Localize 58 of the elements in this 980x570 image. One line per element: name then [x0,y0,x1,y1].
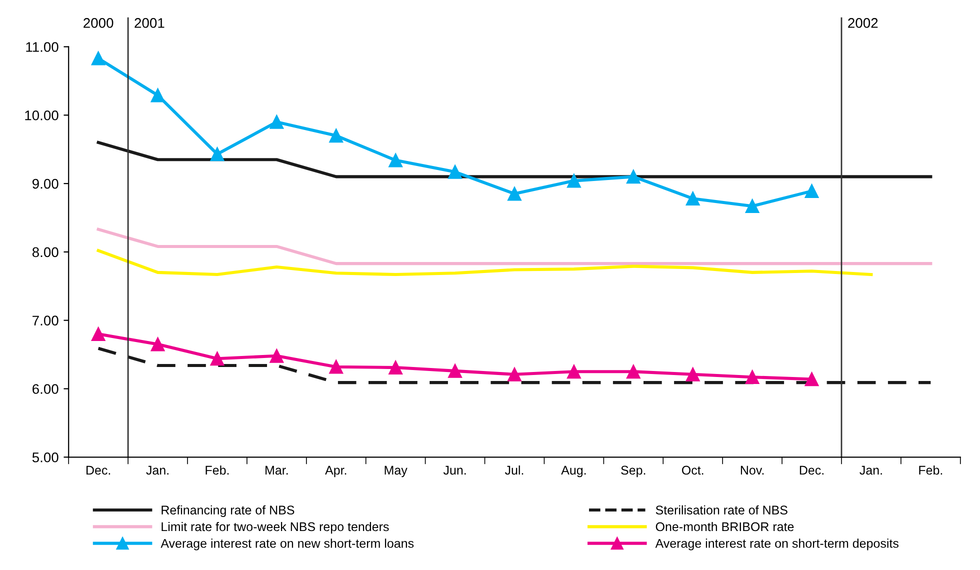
y-tick-label: 9.00 [32,178,58,189]
point [804,184,819,198]
x-tick-label: Feb. [206,465,229,475]
point [448,164,462,179]
point [270,348,284,363]
x-tick-label: Jun. [443,466,466,475]
x-tick-label: Aug. [561,466,586,478]
x-tick-label: Jan. [860,466,882,475]
point [150,337,165,352]
x-tick-label: Nov. [740,466,764,475]
legend-label: Limit rate for two-week NBS repo tenders [162,522,389,534]
x-tick-label: Mar. [266,466,288,475]
point [567,364,581,379]
text: 2000 [84,18,114,28]
x-tick-label: Dec. [86,466,110,475]
point [745,370,760,384]
point [508,186,522,201]
point [745,199,760,214]
point [210,147,224,162]
point [388,153,403,168]
x-tick-label: May [384,466,408,478]
point [388,360,403,374]
y-tick-label: 10.00 [25,110,58,120]
text: 2001 [134,18,164,28]
point [448,364,462,378]
x-tick-label: Dec. [800,466,824,475]
legend-label: Average interest rate on new short-term loans [160,538,414,550]
point [567,174,581,188]
point [626,364,640,379]
point [804,372,819,386]
legend-label: One-month BRIBOR rate [656,522,794,532]
x-tick-label: Apr. [325,466,346,478]
x-tick-label: Oct. [682,466,704,475]
x-tick-label: Jul. [504,465,524,475]
legend-label: Sterilisation rate of NBS [656,505,788,515]
point [210,352,224,366]
line-series [96,249,873,276]
y-tick-label: 8.00 [32,247,58,258]
point [270,115,284,129]
point [626,170,640,184]
x-tick-label: Jan. [146,466,168,475]
point [91,327,106,341]
text: 2002 [848,18,878,28]
x-tick-label: Sep. [621,466,646,478]
point [91,51,106,66]
legend-label: Average interest rate on short-term deposits [655,538,898,550]
y-tick-label: 7.00 [32,316,58,326]
y-tick-label: 6.00 [32,384,58,394]
point [329,360,344,374]
y-tick-label: 5.00 [32,452,58,462]
point [150,88,165,102]
point [686,192,700,206]
point [329,128,344,143]
y-tick-label: 11.00 [26,42,58,52]
legend-label: Refinancing rate of NBS [162,505,294,517]
point [686,367,700,382]
point [508,367,522,382]
x-tick-label: Feb. [919,465,942,475]
